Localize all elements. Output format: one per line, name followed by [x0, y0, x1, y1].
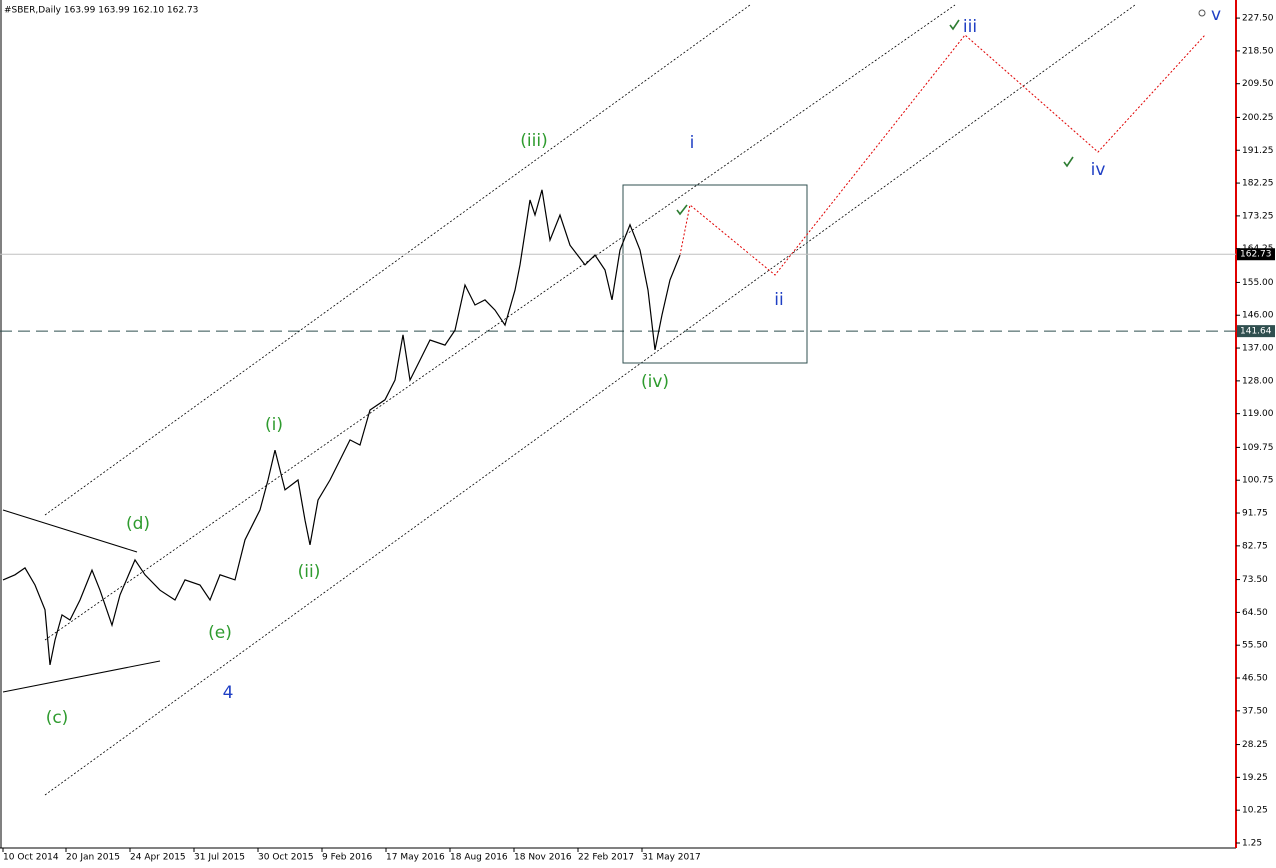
- y-tick-label: 227.50: [1242, 14, 1274, 24]
- box: [622, 184, 808, 364]
- y-tick-label: 128.00: [1242, 376, 1274, 386]
- wave-label: (e): [208, 623, 232, 643]
- x-tick-label: 24 Apr 2015: [130, 853, 186, 863]
- checkmark: [949, 19, 960, 31]
- channel-line: [44, 4, 751, 516]
- wave-label: (d): [126, 514, 150, 534]
- x-tick-label: 30 Oct 2015: [258, 853, 314, 863]
- channel-line: [44, 4, 1136, 796]
- wave-label: i: [690, 133, 695, 153]
- y-tick-label: 19.25: [1242, 773, 1268, 783]
- y-tick-label: 46.50: [1242, 674, 1268, 684]
- y-tick-label: 55.50: [1242, 641, 1268, 651]
- y-tick-label: 1.25: [1242, 839, 1262, 849]
- y-tick-label: 82.75: [1242, 541, 1268, 551]
- wave-label: (ii): [298, 562, 321, 582]
- channel-line: [44, 4, 956, 641]
- channels: [44, 4, 1136, 796]
- y-tick-label: 91.75: [1242, 509, 1268, 519]
- x-tick-label: 18 Nov 2016: [514, 853, 572, 863]
- wave-label: v: [1211, 5, 1221, 25]
- level-label: 162.73: [1240, 250, 1272, 260]
- wave-label: iii: [963, 17, 977, 37]
- y-tick-label: 10.25: [1242, 806, 1268, 816]
- y-tick-label: 191.25: [1242, 146, 1274, 156]
- level-tag: [1237, 248, 1275, 261]
- triangle-line: [2, 660, 161, 693]
- x-tick-label: 31 May 2017: [642, 853, 701, 863]
- wave-label: (i): [265, 415, 283, 435]
- y-tick-label: 73.50: [1242, 575, 1268, 585]
- x-tick-label: 9 Feb 2016: [322, 853, 373, 863]
- y-tick-label: 218.50: [1242, 46, 1274, 56]
- y-tick-label: 100.75: [1242, 476, 1274, 486]
- y-tick-label: 109.75: [1242, 443, 1274, 453]
- wave-label: (c): [46, 708, 69, 728]
- y-tick-label: 200.25: [1242, 113, 1274, 123]
- y-tick-label: 155.00: [1242, 278, 1274, 288]
- wave-label: ii: [774, 290, 783, 310]
- y-tick-label: 209.50: [1242, 79, 1274, 89]
- x-tick-label: 31 Jul 2015: [194, 853, 245, 863]
- checkmark: [676, 204, 688, 216]
- y-tick-label: 173.25: [1242, 211, 1274, 221]
- y-tick-label: 146.00: [1242, 311, 1274, 321]
- x-tick-label: 18 Aug 2016: [450, 853, 508, 863]
- triangle: [2, 509, 161, 693]
- wave-label: iv: [1091, 160, 1106, 180]
- checkmark: [1063, 156, 1074, 168]
- level-label: 141.64: [1240, 327, 1272, 337]
- y-tick-label: 137.00: [1242, 344, 1274, 354]
- x-tick-label: 20 Jan 2015: [66, 853, 120, 863]
- level-tag: [1237, 325, 1275, 338]
- y-tick-label: 119.00: [1242, 409, 1274, 419]
- triangle-line: [2, 509, 138, 553]
- y-tick-label: 64.50: [1242, 608, 1268, 618]
- x-tick-label: 17 May 2016: [386, 853, 445, 863]
- price-line: [2, 189, 681, 666]
- y-tick-label: 28.25: [1242, 740, 1268, 750]
- checkmarks: [676, 19, 1074, 216]
- wave-label: 4: [223, 683, 234, 703]
- wave-label: (iv): [641, 372, 669, 392]
- y-tick-label: 37.50: [1242, 706, 1268, 716]
- wave-label: (iii): [520, 131, 547, 151]
- x-tick-label: 22 Feb 2017: [578, 853, 634, 863]
- y-tick-label: 182.25: [1242, 179, 1274, 189]
- chart-title: #SBER,Daily 163.99 163.99 162.10 162.73: [4, 6, 198, 16]
- x-tick-label: 10 Oct 2014: [3, 853, 59, 863]
- icon: [1198, 9, 1206, 17]
